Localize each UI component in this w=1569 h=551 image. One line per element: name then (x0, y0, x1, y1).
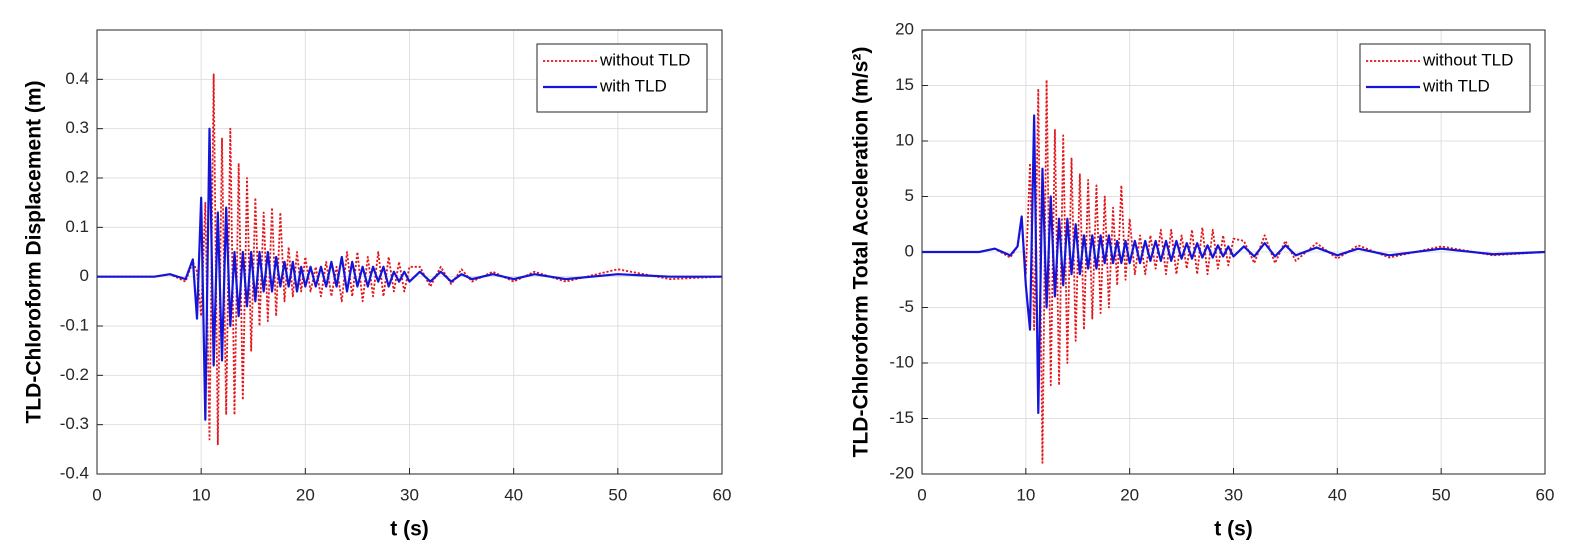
legend-label: without TLD (1422, 50, 1513, 69)
x-tick-label: 30 (1224, 485, 1243, 504)
y-tick-label: -0.2 (60, 365, 89, 384)
legend-label: without TLD (599, 50, 690, 69)
x-axis-label: t (s) (1214, 518, 1253, 541)
subplot: -0.4 -0.3 -0.2 -0.1 0 0.1 0.2 0.3 0.4 0 10 20 30 40 50… (23, 29, 732, 541)
legend-box (1359, 43, 1531, 113)
axes-frame (921, 29, 1546, 475)
x-tick-label: 0 (92, 485, 101, 504)
x-tick-label: 20 (1120, 485, 1139, 504)
x-axis-label: t (s) (390, 518, 429, 541)
y-axis-label: TLD-Chloroform Total Acceleration (m/s²) (850, 47, 873, 458)
y-tick-label: -15 (889, 408, 914, 427)
y-tick-label: 0 (905, 241, 914, 260)
legend-label: with TLD (599, 76, 667, 95)
y-axis-label: TLD-Chloroform Displacement (m) (23, 80, 46, 423)
y-tick-label: 5 (905, 186, 914, 205)
x-tick-label: 40 (504, 485, 523, 504)
legend: without TLD with TLD (1359, 43, 1531, 113)
y-tick-label: 15 (895, 75, 914, 94)
legend-box (536, 43, 708, 113)
data-line (922, 79, 1546, 464)
legend-label: with TLD (1422, 76, 1490, 95)
y-tick-label: 20 (895, 19, 914, 38)
x-tick-label: 10 (192, 485, 211, 504)
x-tick-label: 50 (608, 485, 627, 504)
legend: without TLD with TLD (536, 43, 708, 113)
subplot: -20 -15 -10 -5 0 5 10 15 20 0 10 20 30 40 50 60 t (s) TLD… (850, 19, 1555, 540)
axes-frame (96, 29, 723, 475)
y-tick-label: -5 (899, 297, 914, 316)
data-line (97, 73, 723, 446)
x-tick-label: 0 (917, 485, 926, 504)
data-line (922, 114, 1546, 415)
y-tick-label: -0.4 (60, 463, 89, 482)
y-tick-label: 0.1 (65, 217, 89, 236)
x-tick-label: 60 (713, 485, 732, 504)
x-tick-label: 10 (1016, 485, 1035, 504)
y-tick-label: 10 (895, 130, 914, 149)
x-tick-label: 30 (400, 485, 419, 504)
x-tick-label: 40 (1328, 485, 1347, 504)
y-tick-label: -10 (889, 352, 914, 371)
x-tick-label: 50 (1432, 485, 1451, 504)
x-tick-label: 20 (296, 485, 315, 504)
y-tick-label: -0.1 (60, 315, 89, 334)
data-line (97, 127, 722, 421)
y-tick-label: 0.3 (65, 118, 89, 137)
y-tick-label: 0 (80, 266, 89, 285)
y-tick-label: -0.3 (60, 414, 89, 433)
y-tick-label: 0.4 (65, 69, 89, 88)
x-tick-label: 60 (1536, 485, 1555, 504)
y-tick-label: 0.2 (65, 167, 89, 186)
y-tick-label: -20 (889, 463, 914, 482)
